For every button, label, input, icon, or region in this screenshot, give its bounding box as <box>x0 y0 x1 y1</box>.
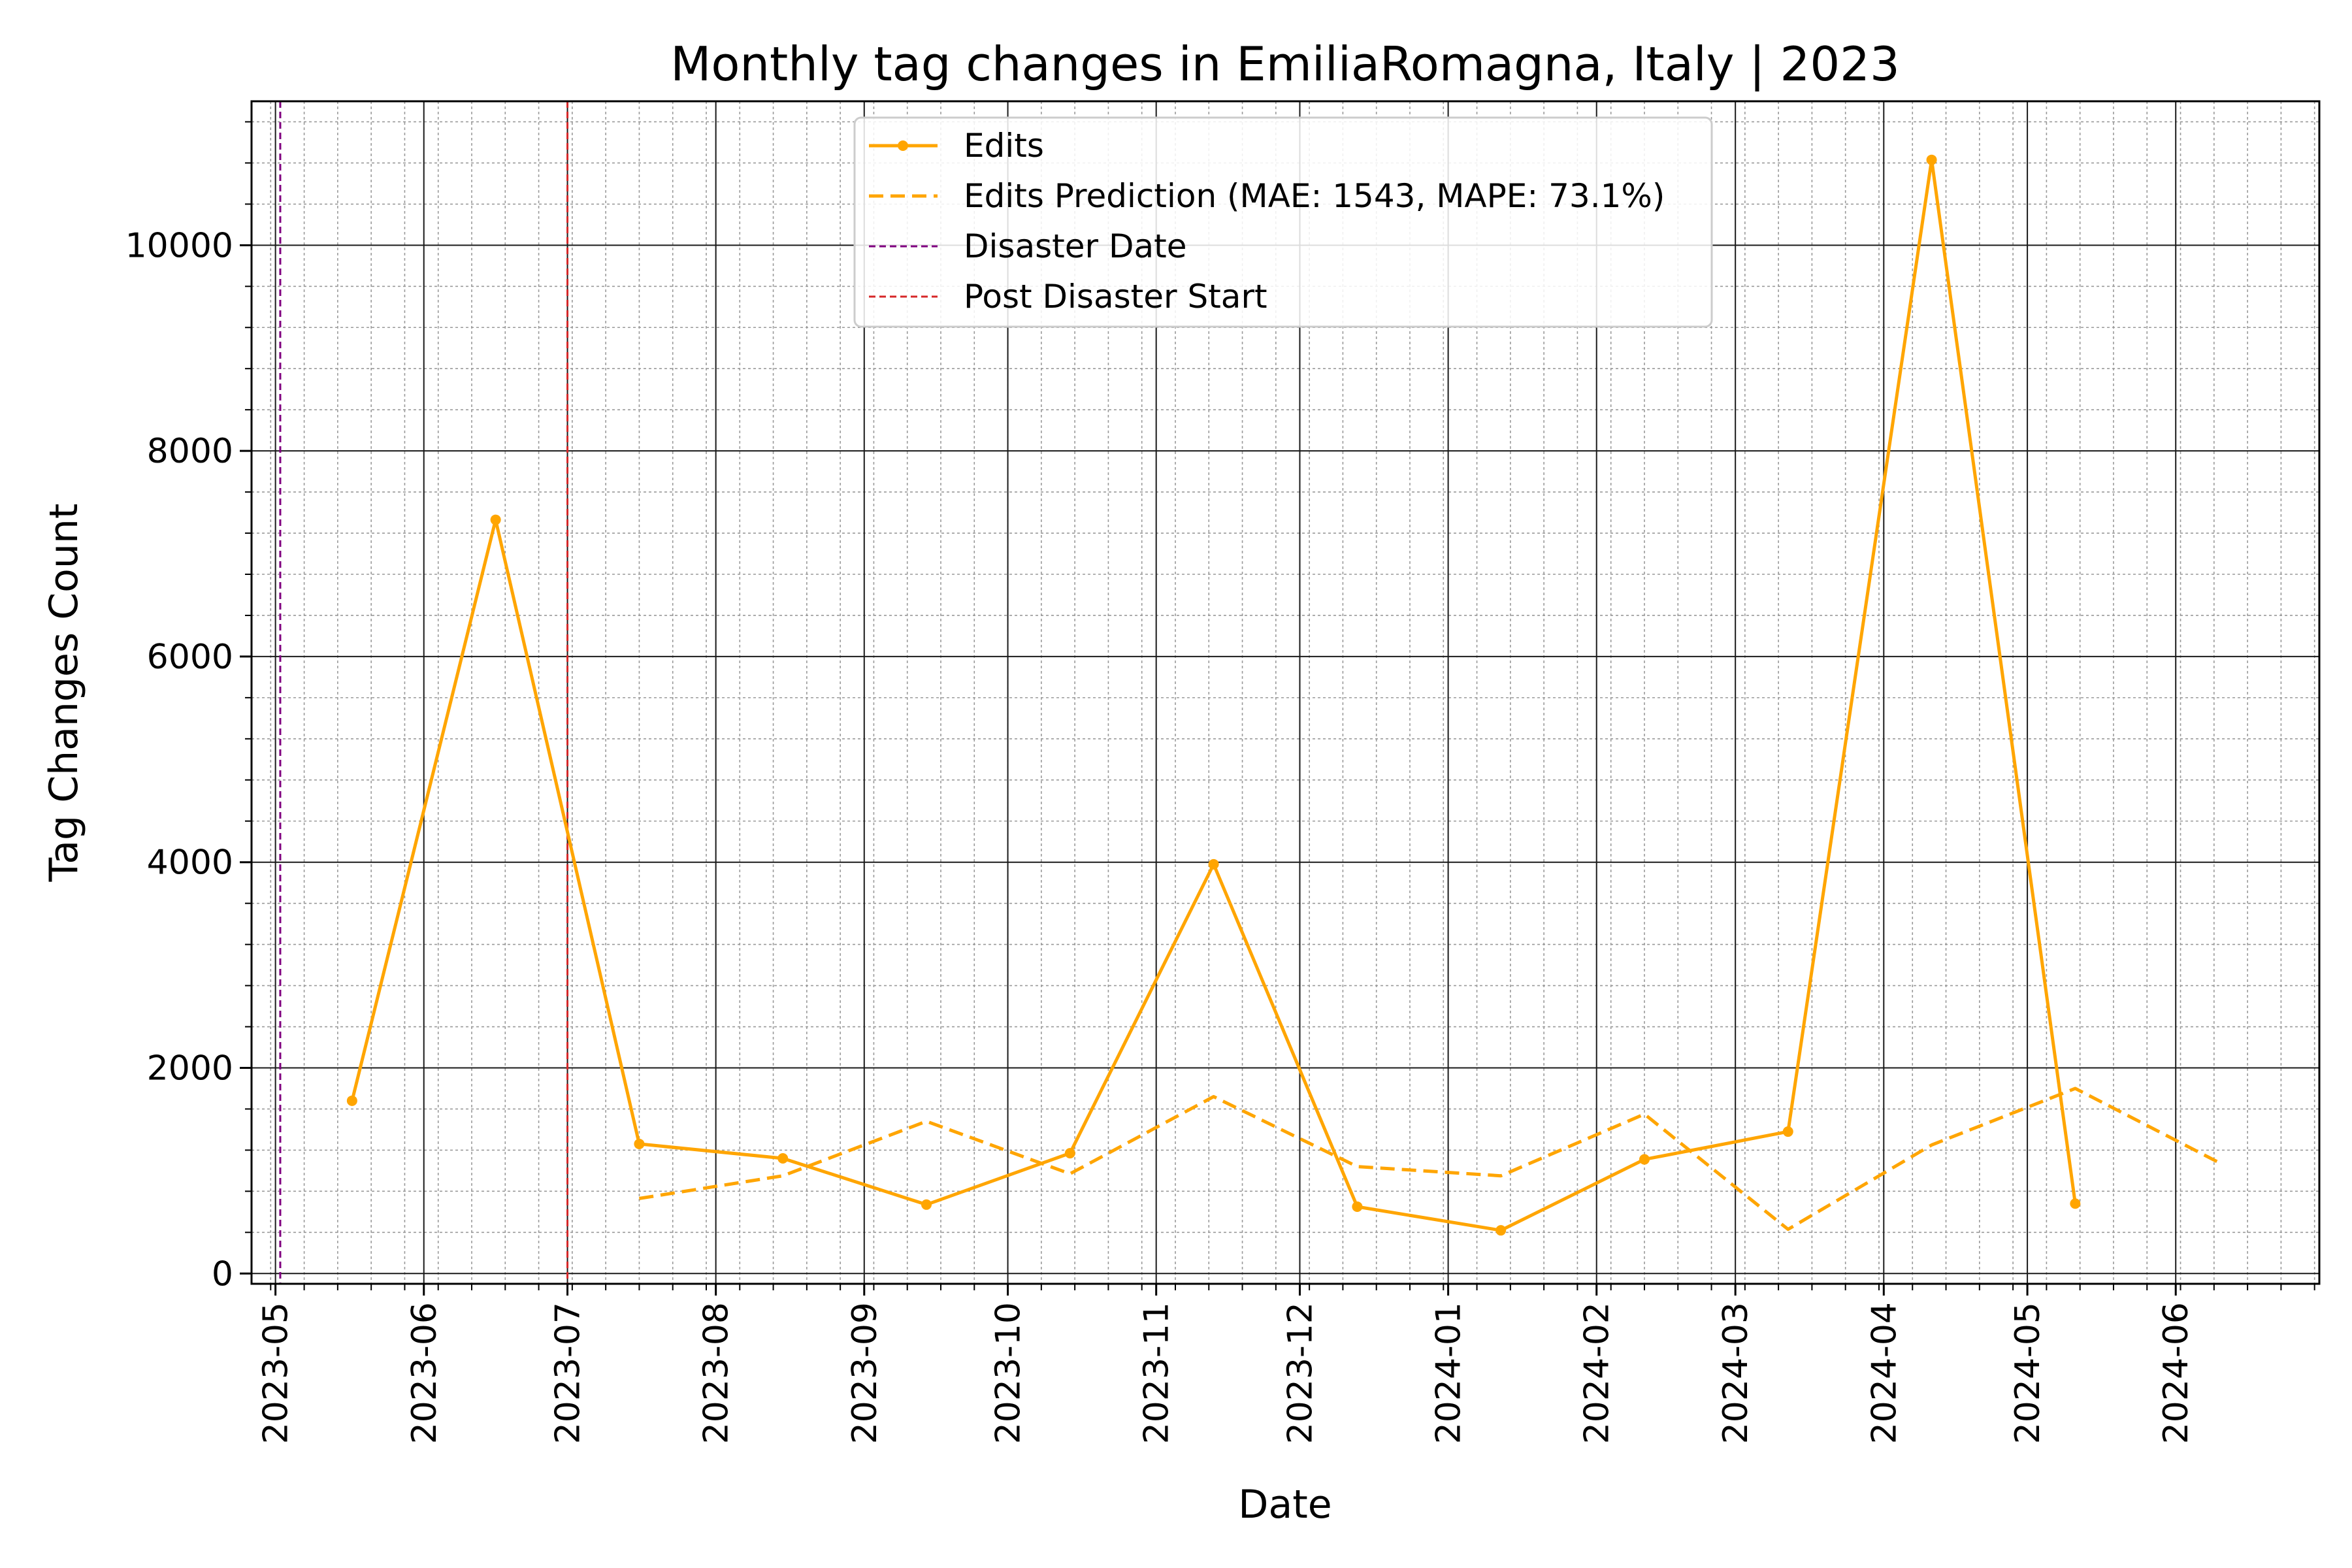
y-tick-label: 0 <box>212 1254 233 1294</box>
x-tick-labels: 2023-05 2023-06 2023-07 2023-08 2023-09 2023-… <box>257 1302 2197 1444</box>
legend: Edits Edits Prediction (MAE: 1543, MAPE: … <box>853 116 1713 328</box>
x-tick-label: 2023-08 <box>697 1302 736 1444</box>
x-tick-label: 2024-02 <box>1578 1302 1617 1444</box>
legend-label: Edits Prediction (MAE: 1543, MAPE: 73.1%… <box>964 177 1665 215</box>
edits-data-point <box>1064 1148 1075 1159</box>
x-tick-label: 2023-11 <box>1137 1302 1177 1444</box>
y-tick-labels: 0 2000 4000 6000 8000 10000 <box>125 226 233 1294</box>
x-tick-label: 2024-05 <box>2008 1302 2048 1444</box>
x-tick-label: 2023-10 <box>989 1302 1028 1444</box>
plot-frame <box>250 100 2321 1285</box>
chart-title: Monthly tag changes in EmiliaRomagna, It… <box>670 37 1900 92</box>
prediction-series-line <box>639 1086 2220 1232</box>
axis-ticks <box>240 121 2315 1296</box>
x-tick-label: 2023-07 <box>549 1302 588 1444</box>
edits-data-point <box>1495 1225 1507 1236</box>
x-tick-label: 2024-06 <box>2157 1302 2196 1444</box>
legend-marker <box>898 140 908 151</box>
edits-data-point <box>1926 154 1937 165</box>
x-axis-label: Date <box>1238 1482 1331 1527</box>
reference-lines <box>279 101 569 1284</box>
x-tick-label: 2023-12 <box>1281 1302 1320 1444</box>
y-tick-label: 4000 <box>147 843 233 883</box>
legend-label: Edits <box>964 127 1044 165</box>
y-tick-label: 6000 <box>147 638 233 677</box>
x-tick-label: 2023-09 <box>845 1302 885 1444</box>
minor-gridlines <box>252 101 2319 1284</box>
edits-data-point <box>490 514 501 525</box>
x-tick-label: 2024-01 <box>1429 1302 1469 1444</box>
x-tick-label: 2024-03 <box>1716 1302 1756 1444</box>
edits-data-point <box>1352 1201 1363 1212</box>
x-tick-label: 2023-06 <box>405 1302 444 1444</box>
edits-data-point <box>921 1199 932 1210</box>
data-series <box>346 154 2220 1236</box>
edits-data-point <box>634 1138 645 1149</box>
x-tick-label: 2024-04 <box>1865 1302 1904 1444</box>
edits-data-point <box>777 1152 789 1164</box>
legend-box <box>853 116 1713 328</box>
y-tick-label: 2000 <box>147 1049 233 1088</box>
legend-label: Disaster Date <box>964 227 1186 265</box>
x-tick-label: 2023-05 <box>257 1302 296 1444</box>
edits-data-point <box>346 1095 357 1106</box>
edits-data-point <box>2070 1198 2081 1209</box>
edits-data-point <box>1782 1126 1793 1137</box>
y-tick-label: 8000 <box>147 432 233 471</box>
edits-data-point <box>1639 1154 1650 1165</box>
edits-data-point <box>1208 858 1219 870</box>
legend-label: Post Disaster Start <box>964 278 1267 316</box>
y-axis-label: Tag Changes Count <box>41 504 87 883</box>
y-tick-label: 10000 <box>125 226 233 265</box>
